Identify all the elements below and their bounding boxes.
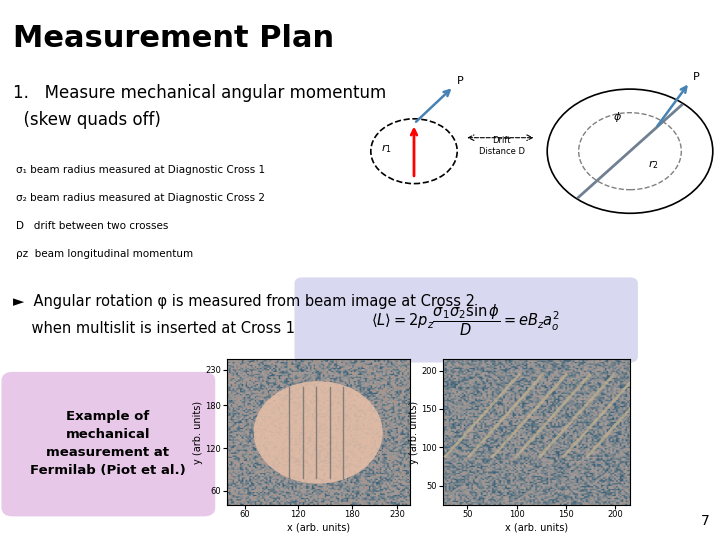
Text: $r_1$: $r_1$ bbox=[381, 142, 392, 155]
Text: σ₂ beam radius measured at Diagnostic Cross 2: σ₂ beam radius measured at Diagnostic Cr… bbox=[16, 193, 265, 203]
Text: 1.   Measure mechanical angular momentum: 1. Measure mechanical angular momentum bbox=[13, 84, 386, 102]
Text: $\langle L \rangle = 2p_z\dfrac{\sigma_1\sigma_2\sin\phi}{D} = eB_za_o^2$: $\langle L \rangle = 2p_z\dfrac{\sigma_1… bbox=[372, 302, 560, 338]
X-axis label: x (arb. units): x (arb. units) bbox=[505, 522, 568, 532]
Polygon shape bbox=[253, 381, 382, 483]
Y-axis label: y (arb. units): y (arb. units) bbox=[192, 401, 202, 463]
Text: D   drift between two crosses: D drift between two crosses bbox=[16, 221, 168, 231]
Text: (skew quads off): (skew quads off) bbox=[13, 111, 161, 129]
Text: $r_2$: $r_2$ bbox=[648, 158, 659, 171]
Text: P: P bbox=[457, 76, 464, 86]
Text: P: P bbox=[693, 72, 700, 82]
FancyBboxPatch shape bbox=[2, 373, 215, 516]
Text: Drift
Distance D: Drift Distance D bbox=[479, 136, 525, 156]
Text: 7: 7 bbox=[701, 514, 709, 528]
X-axis label: x (arb. units): x (arb. units) bbox=[287, 522, 350, 532]
Text: σ₁ beam radius measured at Diagnostic Cross 1: σ₁ beam radius measured at Diagnostic Cr… bbox=[16, 165, 265, 175]
Text: ρz  beam longitudinal momentum: ρz beam longitudinal momentum bbox=[16, 249, 193, 259]
Text: Measurement Plan: Measurement Plan bbox=[13, 24, 334, 53]
Text: $\phi$: $\phi$ bbox=[613, 110, 621, 124]
Y-axis label: y (arb. units): y (arb. units) bbox=[409, 401, 419, 463]
FancyBboxPatch shape bbox=[295, 278, 637, 362]
Text: when multislit is inserted at Cross 1: when multislit is inserted at Cross 1 bbox=[13, 321, 295, 336]
Text: ►  Angular rotation φ is measured from beam image at Cross 2: ► Angular rotation φ is measured from be… bbox=[13, 294, 475, 309]
Text: Example of
mechanical
measurement at
Fermilab (Piot et al.): Example of mechanical measurement at Fer… bbox=[30, 410, 186, 477]
